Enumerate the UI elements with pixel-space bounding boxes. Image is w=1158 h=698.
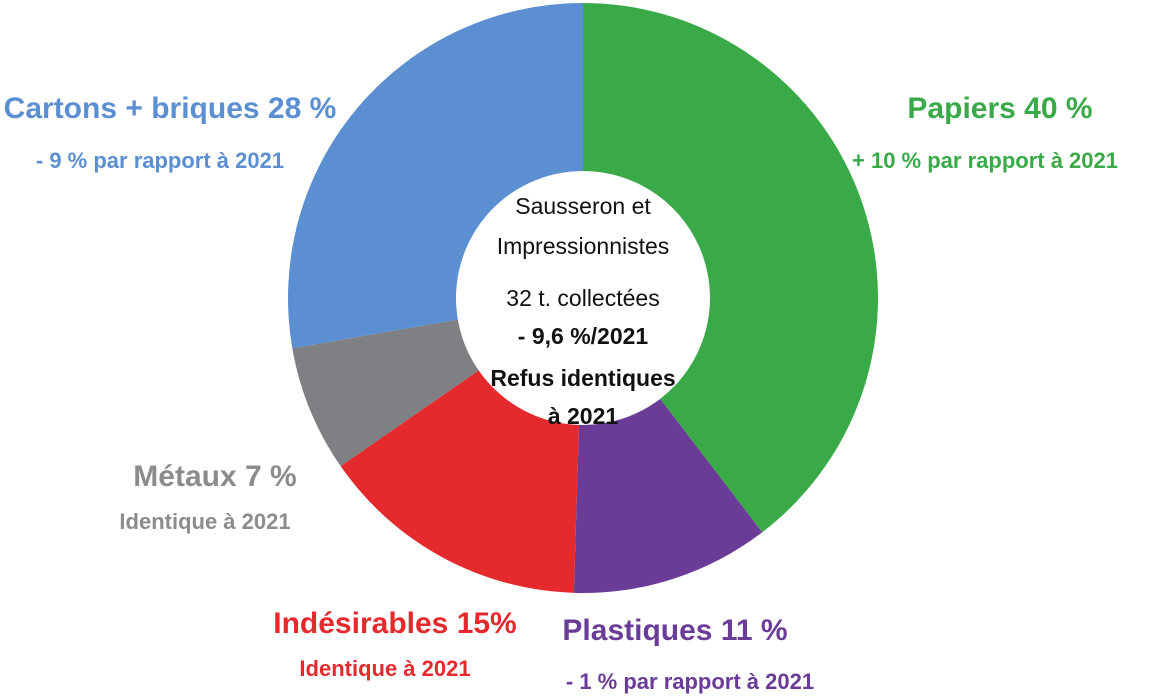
value-label: 15% — [457, 607, 517, 640]
center-text: 32 t. collectées — [506, 285, 659, 311]
slice — [573, 398, 763, 593]
spacer — [1016, 92, 1024, 125]
spacer — [237, 460, 245, 493]
spacer — [712, 614, 720, 647]
slice — [287, 3, 583, 349]
category-name: Papiers — [907, 92, 1015, 125]
category-name: Cartons + briques — [4, 92, 260, 125]
center-text: Sausseron et — [515, 193, 651, 219]
slice — [583, 3, 878, 533]
slice — [340, 370, 580, 593]
value-label: 7 % — [245, 460, 297, 493]
slice-label: Papiers 40 % — [907, 92, 1092, 125]
slice-label: Indésirables 15% — [273, 607, 516, 640]
slice — [292, 319, 479, 467]
center-text: - 9,6 %/2021 — [518, 323, 649, 349]
center-text: à 2021 — [548, 403, 619, 429]
slice-note: + 10 % par rapport à 2021 — [852, 148, 1118, 173]
category-name: Plastiques — [562, 614, 712, 647]
category-name: Métaux — [133, 460, 237, 493]
slice-label: Plastiques 11 % — [562, 614, 787, 647]
center-text: Refus identiques — [490, 365, 675, 391]
spacer — [448, 607, 456, 640]
category-name: Indésirables — [273, 607, 448, 640]
value-label: 11 % — [721, 614, 788, 647]
slice-label: Métaux 7 % — [133, 460, 296, 493]
slice-note: - 9 % par rapport à 2021 — [36, 148, 284, 173]
slice-note: Identique à 2021 — [119, 509, 290, 534]
slice-note: Identique à 2021 — [299, 656, 470, 681]
slice-label: Cartons + briques 28 % — [4, 92, 337, 125]
slice-note: - 1 % par rapport à 2021 — [566, 669, 814, 694]
value-label: 28 % — [268, 92, 336, 125]
center-text: Impressionnistes — [497, 233, 670, 259]
value-label: 40 % — [1024, 92, 1092, 125]
spacer — [260, 92, 268, 125]
